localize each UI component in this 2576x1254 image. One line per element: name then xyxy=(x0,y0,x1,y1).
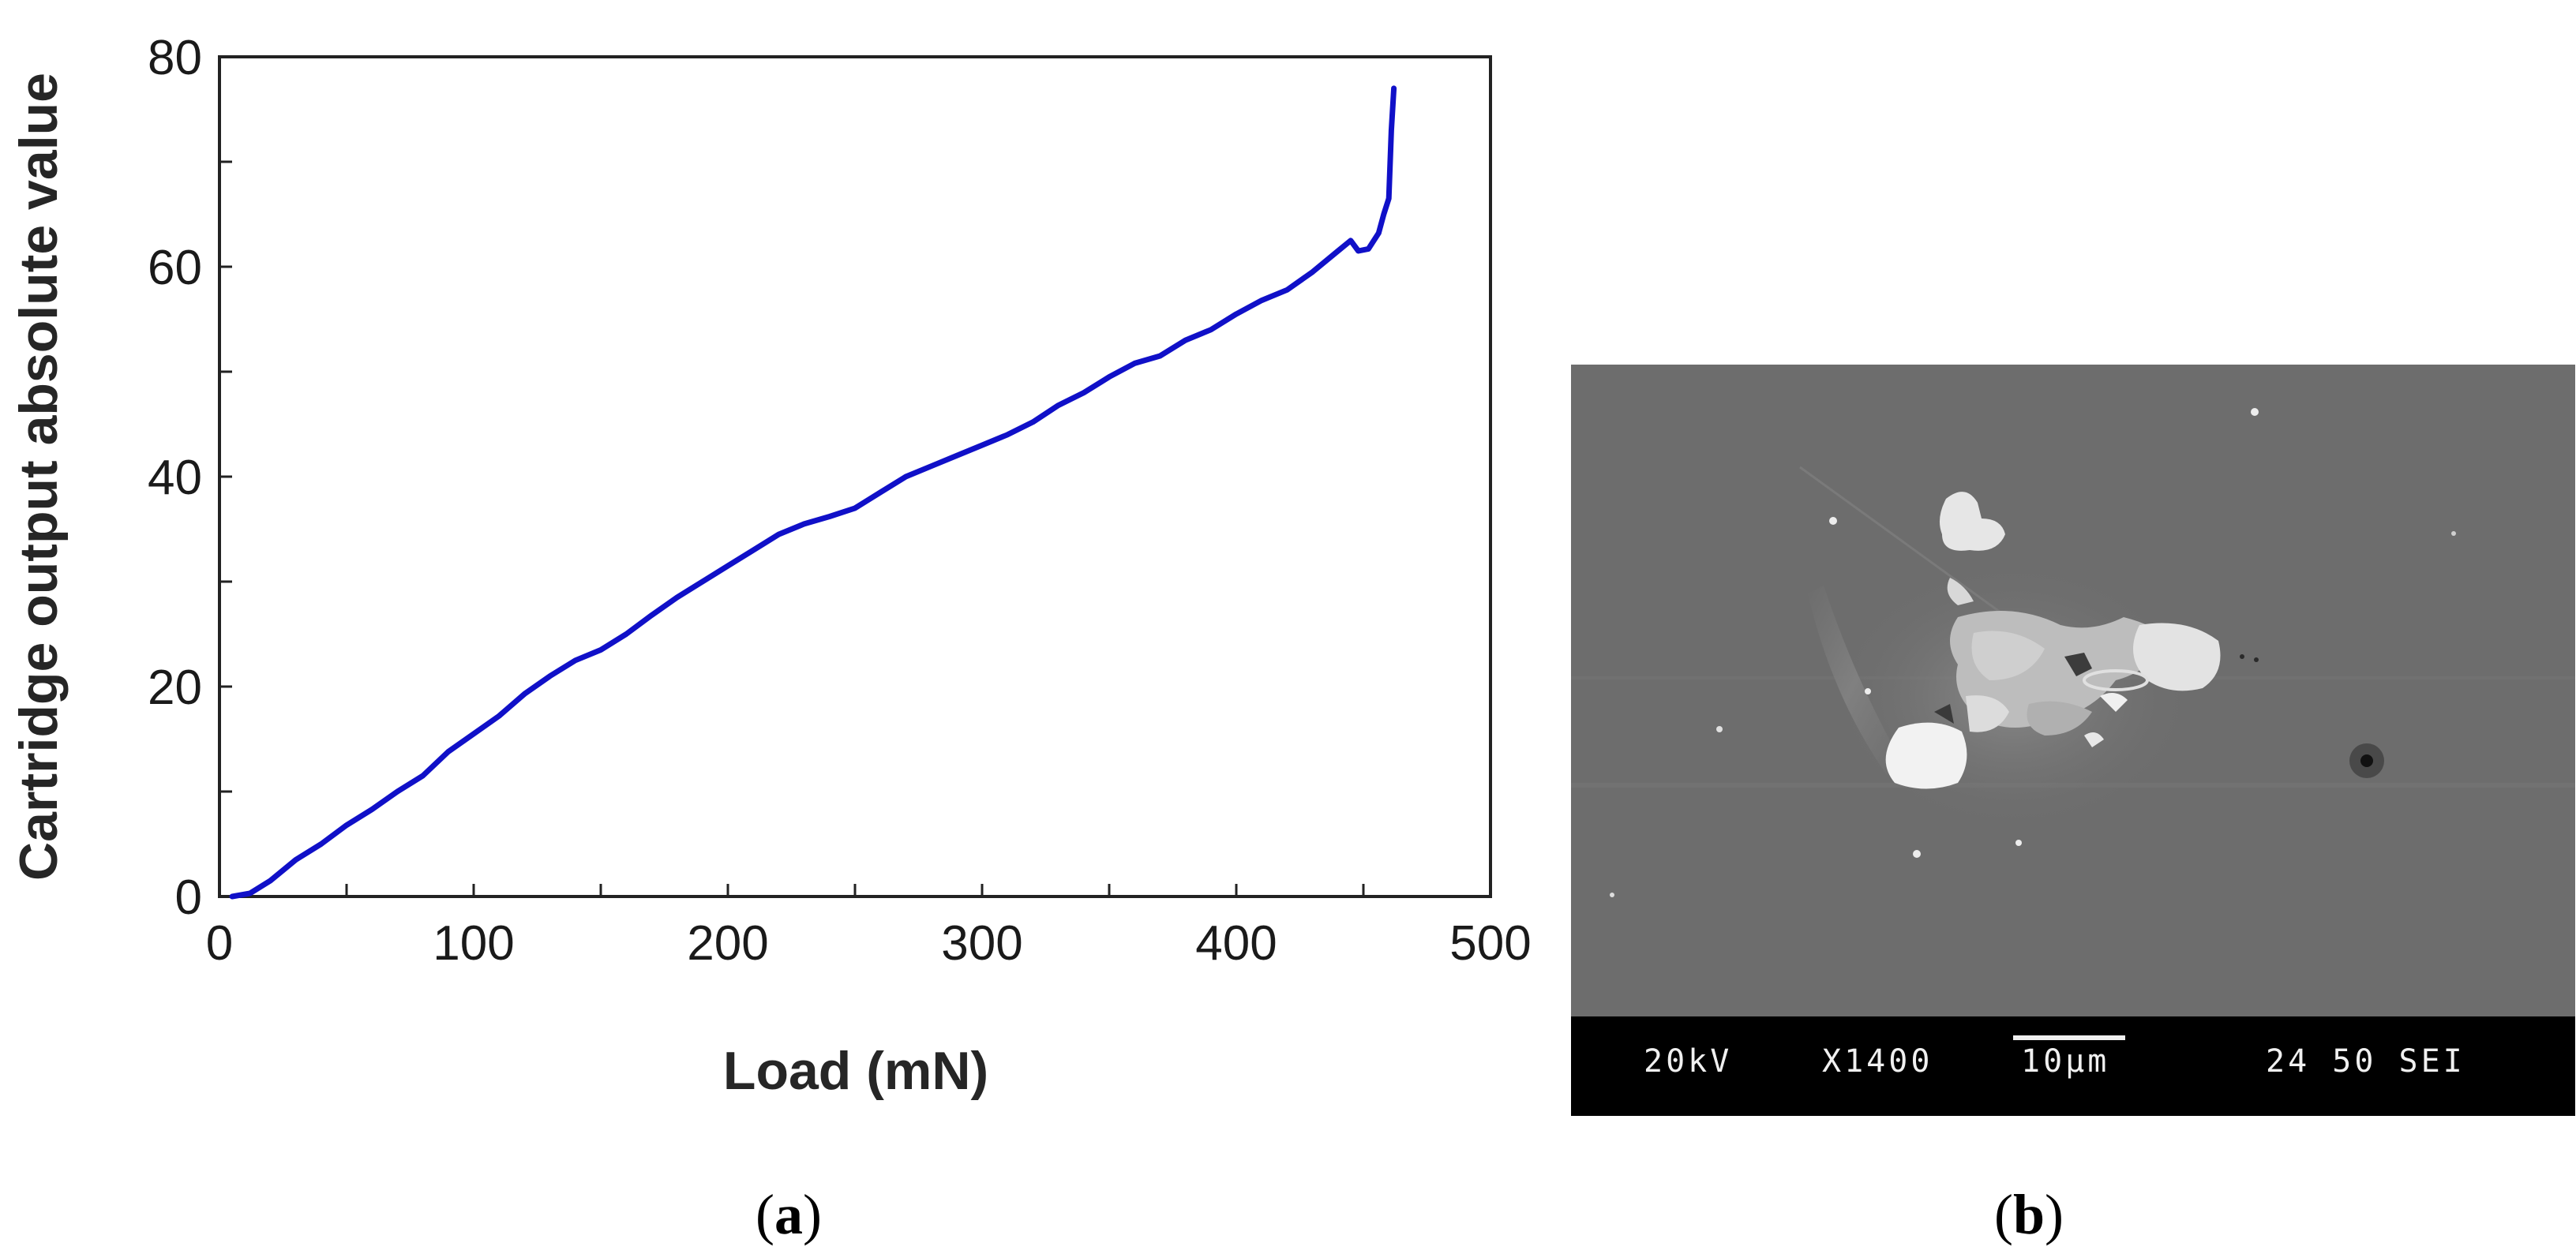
sem-magnification: X1400 xyxy=(1822,1043,1933,1080)
x-minor-ticks xyxy=(218,884,1492,897)
sem-id: 24 50 SEI xyxy=(2266,1043,2465,1080)
caption-b: (b) xyxy=(1994,1183,2064,1246)
y-tick-label: 80 xyxy=(148,31,202,85)
caption-a: (a) xyxy=(756,1183,822,1246)
y-axis-title: Cartridge output absolute value xyxy=(9,73,69,881)
x-tick-label: 300 xyxy=(941,916,1022,971)
scale-bar xyxy=(2013,1035,2125,1040)
sem-micrograph: 20kV X1400 10µm 24 50 SEI xyxy=(1571,365,2575,1116)
x-tick-label: 400 xyxy=(1195,916,1277,971)
x-tick-label: 200 xyxy=(687,916,768,971)
x-tick-label: 500 xyxy=(1449,916,1531,971)
x-tick-labels: 0 100 200 300 400 500 xyxy=(206,916,1532,971)
y-tick-label: 60 xyxy=(148,241,202,295)
y-tick-label: 0 xyxy=(175,870,202,925)
debris-fragments xyxy=(1885,492,2221,789)
y-tick-label: 20 xyxy=(148,661,202,715)
sem-voltage: 20kV xyxy=(1644,1043,1733,1080)
sem-info-bar: 20kV X1400 10µm 24 50 SEI xyxy=(1571,1016,2575,1116)
caption-b-letter: b xyxy=(2012,1183,2045,1246)
series-line xyxy=(229,85,1397,900)
x-tick-label: 0 xyxy=(206,916,233,971)
load-chart: 0 100 200 300 400 500 0 20 40 60 80 Load (mN) Car… xyxy=(9,31,1532,1101)
caption-a-letter: a xyxy=(774,1183,803,1246)
x-axis-title: Load (mN) xyxy=(723,1041,988,1101)
y-tick-labels: 0 20 40 60 80 xyxy=(148,31,202,925)
plot-frame xyxy=(218,55,1492,898)
sem-image xyxy=(1571,365,2575,1016)
y-minor-ticks xyxy=(219,55,232,898)
x-tick-label: 100 xyxy=(433,916,514,971)
y-tick-label: 40 xyxy=(148,451,202,505)
sem-scale-label: 10µm xyxy=(2021,1043,2110,1080)
